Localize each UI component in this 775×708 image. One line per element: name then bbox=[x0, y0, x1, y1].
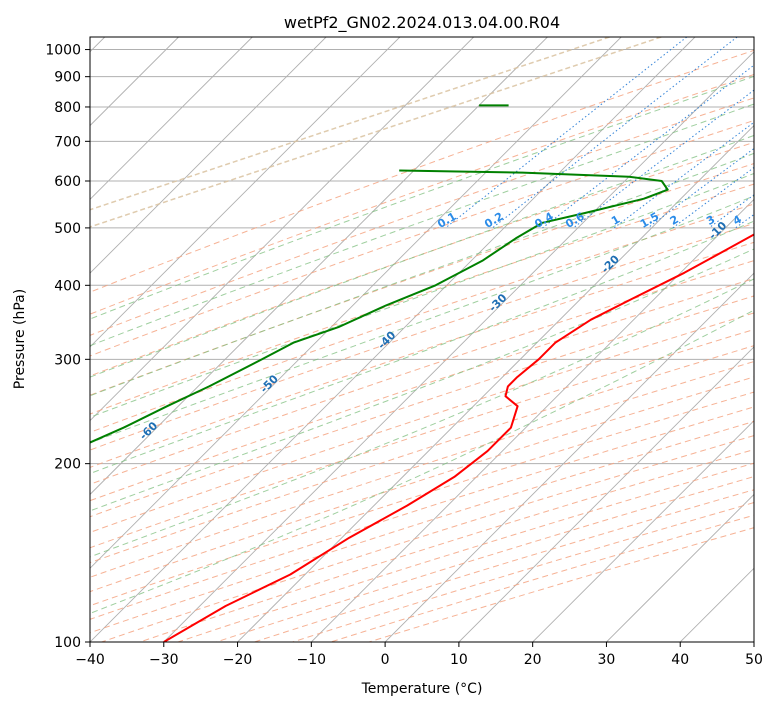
background-lines bbox=[90, 37, 754, 642]
isotherm-gridline bbox=[90, 37, 327, 274]
data-lines bbox=[90, 104, 754, 642]
y-tick-label: 1000 bbox=[45, 43, 81, 59]
moist-adiabat bbox=[90, 220, 754, 475]
moist-adiabat bbox=[90, 195, 754, 444]
dewpoint-profile-line bbox=[90, 169, 669, 444]
isotherm-gridline bbox=[90, 37, 696, 642]
y-tick-label: 600 bbox=[54, 174, 81, 190]
dry-adiabat bbox=[177, 462, 754, 642]
isotherm-gridline bbox=[237, 124, 754, 642]
x-axis-label: Temperature (°C) bbox=[361, 681, 483, 697]
mixing-ratio-line bbox=[613, 121, 754, 229]
y-axis-label: Pressure (hPa) bbox=[12, 289, 28, 389]
x-tick-label: 20 bbox=[524, 652, 542, 668]
dry-adiabat bbox=[90, 406, 754, 620]
plot-area bbox=[90, 37, 754, 642]
x-tick-label: −30 bbox=[149, 652, 179, 668]
isotherm-gridline bbox=[458, 346, 754, 642]
dry-adiabat bbox=[139, 448, 754, 642]
y-tick-label: 700 bbox=[54, 134, 81, 150]
x-axis: −40 −30 −20 −10 0 10 20 30 40 50 bbox=[75, 642, 763, 668]
x-tick-label: 30 bbox=[598, 652, 616, 668]
isotherm-gridline bbox=[532, 420, 754, 642]
moist-adiabat bbox=[90, 134, 754, 378]
dry-adiabat bbox=[368, 527, 754, 642]
y-tick-label: 900 bbox=[54, 70, 81, 86]
dry-adiabat bbox=[90, 119, 754, 357]
x-tick-label: −20 bbox=[223, 652, 253, 668]
x-tick-label: −10 bbox=[297, 652, 327, 668]
isotherm-gridline bbox=[90, 37, 474, 422]
x-tick-label: 40 bbox=[671, 652, 689, 668]
isotherm-gridline bbox=[606, 493, 754, 642]
isotherm-gridline bbox=[90, 37, 253, 200]
mixing-ratio-line bbox=[445, 37, 688, 229]
y-tick-label: 500 bbox=[54, 221, 81, 237]
isotherm-gridline bbox=[163, 51, 754, 642]
moist-adiabat bbox=[90, 75, 754, 320]
x-tick-label: 10 bbox=[450, 652, 468, 668]
mixing-ratio-line bbox=[542, 64, 754, 229]
dry-adiabat bbox=[90, 328, 754, 549]
dry-adiabat bbox=[90, 420, 754, 634]
isotherm-gridline bbox=[90, 37, 401, 348]
y-tick-label: 800 bbox=[54, 100, 81, 116]
y-tick-label: 300 bbox=[54, 352, 81, 368]
isotherm-gridline bbox=[90, 37, 548, 496]
temperature-profile-line bbox=[163, 233, 754, 642]
isotherm-gridline bbox=[311, 198, 754, 642]
dry-adiabat bbox=[101, 435, 754, 642]
x-tick-label: 0 bbox=[381, 652, 390, 668]
y-tick-label: 400 bbox=[54, 278, 81, 294]
plot-frame bbox=[89, 36, 755, 643]
x-tick-label: 50 bbox=[745, 652, 763, 668]
mixing-ratio-line bbox=[672, 166, 754, 229]
dry-adiabat bbox=[90, 97, 754, 336]
y-tick-label: 200 bbox=[54, 457, 81, 473]
isotherm-gridline bbox=[90, 37, 622, 569]
dry-adiabat bbox=[90, 49, 754, 293]
chart-title: wetPf2_GN02.2024.013.04.00.R04 bbox=[284, 13, 560, 33]
y-axis: 100 200 300 400 500 600 700 800 900 1000 bbox=[45, 43, 90, 651]
isotherm-gridline bbox=[384, 272, 754, 642]
x-tick-label: −40 bbox=[75, 652, 105, 668]
y-tick-label: 100 bbox=[54, 635, 81, 651]
dry-adiabat bbox=[216, 476, 754, 642]
moist-adiabat bbox=[90, 152, 754, 397]
